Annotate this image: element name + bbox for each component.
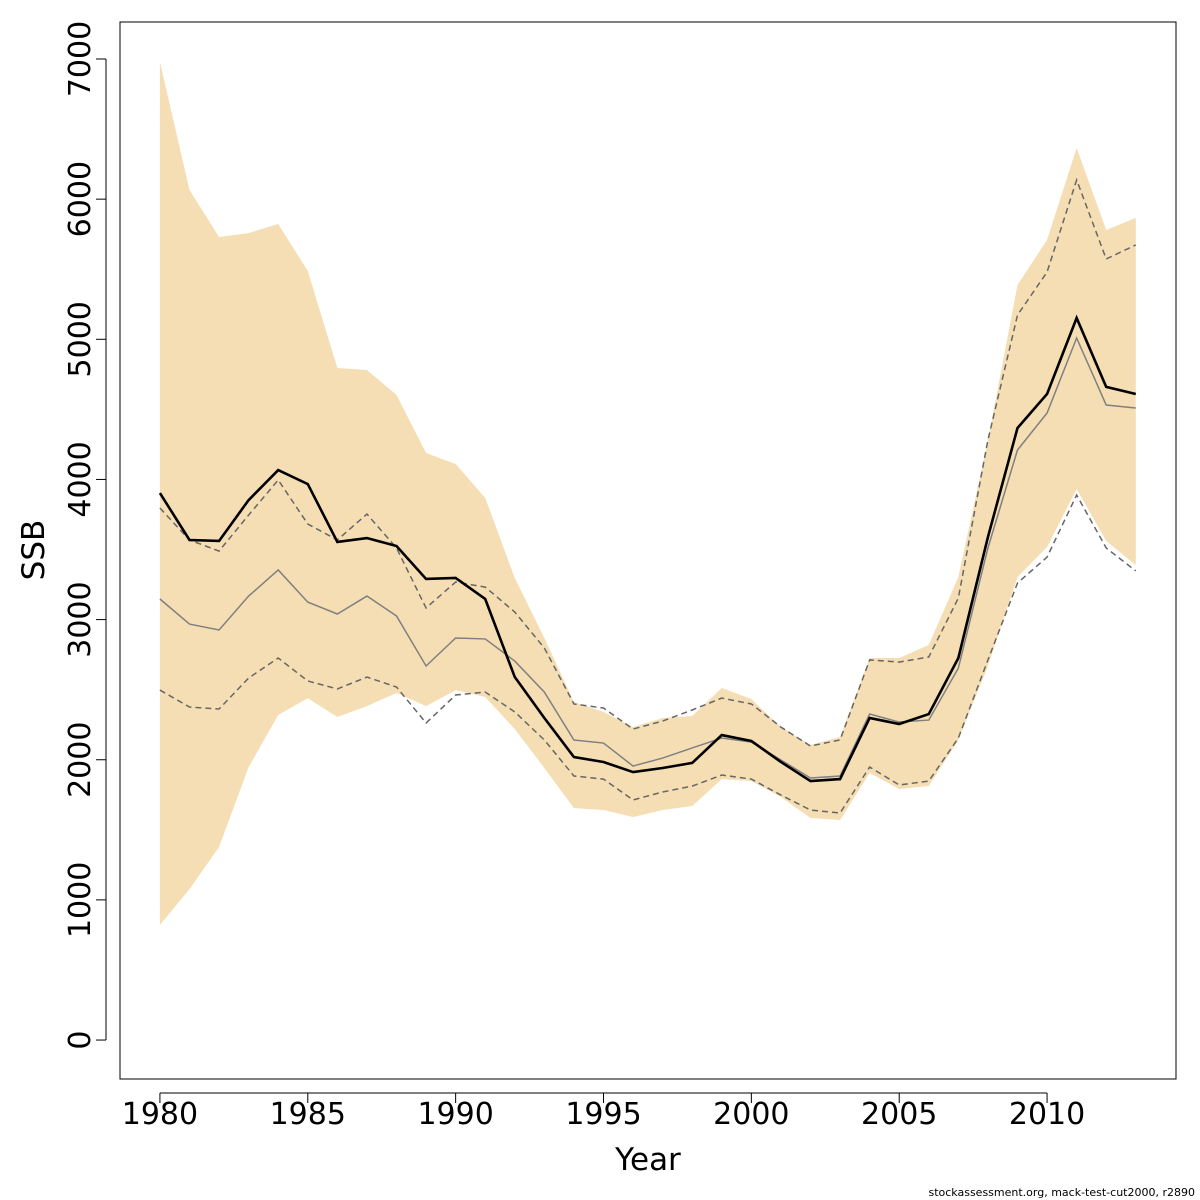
x-tick-label: 1990: [417, 1097, 493, 1132]
y-tick-label: 2000: [63, 722, 98, 798]
x-axis-label: Year: [614, 1142, 681, 1178]
y-tick-label: 3000: [63, 581, 98, 657]
x-tick-label: 2005: [861, 1097, 937, 1132]
y-tick-label: 7000: [63, 21, 98, 97]
series-line: [159, 336, 1136, 779]
x-tick-label: 2010: [1009, 1097, 1085, 1132]
series-line: [159, 493, 1137, 814]
x-tick-label: 1980: [122, 1097, 198, 1132]
x-tick-label: 1995: [565, 1097, 641, 1132]
series-line: [159, 177, 1137, 747]
y-tick-label: 6000: [63, 161, 98, 237]
y-axis-label: SSB: [16, 520, 52, 581]
series-line: [158, 314, 1137, 783]
x-tick-label: 1985: [270, 1097, 346, 1132]
y-tick-label: 4000: [63, 441, 98, 517]
y-tick-label: 0: [63, 1030, 98, 1049]
footer: stockassessment.org, mack-test-cut2000, …: [928, 1186, 1195, 1199]
confidence-band: [159, 61, 1136, 925]
y-tick-label: 5000: [63, 301, 98, 377]
x-tick-label: 2000: [713, 1097, 789, 1132]
plot-frame: [119, 21, 1177, 1080]
y-tick-label: 1000: [63, 862, 98, 938]
